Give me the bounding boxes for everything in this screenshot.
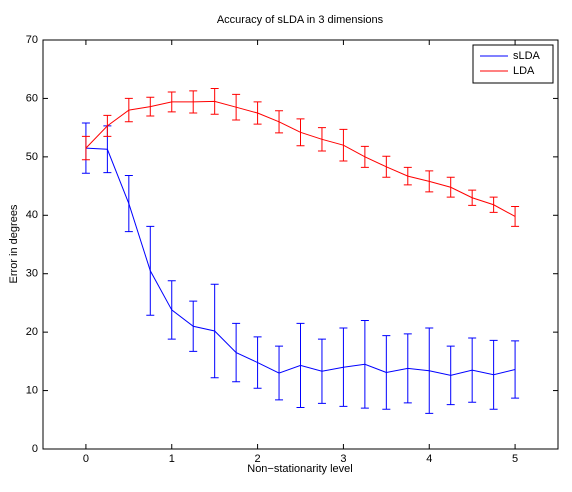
y-tick-label: 60: [26, 92, 38, 104]
legend-label: sLDA: [513, 50, 541, 62]
x-tick-label: 3: [340, 453, 346, 465]
y-axis-label: Error in degrees: [8, 204, 20, 283]
legend-label: LDA: [513, 65, 535, 77]
series-line: [85, 147, 516, 376]
legend-box: [472, 44, 554, 84]
y-tick-label: 20: [26, 326, 38, 338]
x-tick-label: 1: [169, 453, 175, 465]
x-tick-label: 0: [83, 453, 89, 465]
x-axis-label: Non−stationarity level: [247, 463, 352, 475]
y-tick-label: 50: [26, 151, 38, 163]
x-tick-label: 5: [512, 453, 518, 465]
chart-title: Accuracy of sLDA in 3 dimensions: [217, 14, 384, 26]
x-tick-label: 2: [255, 453, 261, 465]
y-tick-label: 70: [26, 34, 38, 46]
y-tick-label: 0: [32, 443, 38, 455]
x-tick-label: 4: [426, 453, 432, 465]
y-tick-label: 10: [26, 384, 38, 396]
error-bar: [81, 135, 90, 161]
y-tick-label: 40: [26, 209, 38, 221]
y-tick-label: 30: [26, 268, 38, 280]
series-line: [85, 100, 516, 217]
